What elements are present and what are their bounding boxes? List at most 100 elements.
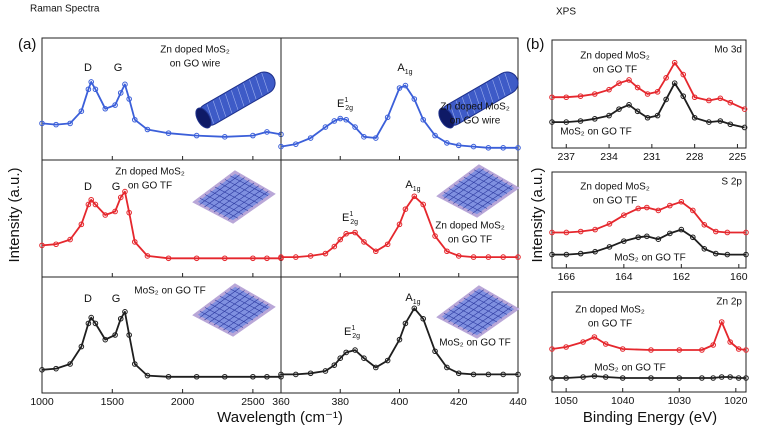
tube-lattice — [486, 83, 494, 103]
peak-base: E — [342, 212, 349, 224]
data-point — [580, 339, 586, 345]
x-tick-label: 1500 — [101, 396, 125, 408]
data-point — [432, 348, 438, 355]
data-point — [343, 230, 349, 237]
data-point — [337, 236, 344, 243]
peak-sub: 2g — [352, 333, 360, 340]
film-grid — [457, 176, 499, 207]
film-grid — [213, 295, 255, 326]
data-point — [92, 86, 99, 93]
data-point — [549, 251, 555, 258]
data-point — [691, 114, 698, 121]
data-point — [331, 362, 338, 368]
data-point — [563, 251, 570, 258]
sample-label: on GO TF — [128, 181, 172, 192]
data-point — [680, 71, 687, 78]
data-point — [444, 248, 450, 255]
x-tick-label: 164 — [615, 271, 633, 283]
peak-base: E — [337, 98, 344, 110]
peak-label: G — [114, 62, 123, 74]
y-axis-label: Intensity (a.u.) — [529, 167, 546, 262]
film-grid — [224, 179, 264, 200]
film-grid — [468, 173, 508, 194]
data-point — [667, 230, 673, 237]
tube-lattice — [218, 97, 227, 117]
x-tick-label: 360 — [272, 396, 290, 408]
data-point — [606, 112, 612, 119]
data-point — [602, 341, 609, 347]
data-point — [676, 347, 683, 353]
film-grid — [467, 303, 508, 333]
data-point — [193, 132, 200, 139]
data-point — [126, 96, 132, 102]
data-point — [455, 142, 462, 149]
data-point — [626, 102, 632, 108]
data-point — [706, 97, 712, 104]
x-tick-label: 1020 — [724, 395, 748, 407]
film-grid — [218, 298, 259, 328]
film-grid — [219, 295, 259, 317]
sample-label: Zn doped MoS₂ — [160, 45, 230, 56]
x-axis-label: Wavelength (cm⁻¹) — [217, 409, 343, 426]
data-point — [644, 233, 650, 240]
sample-label: Zn doped MoS₂ — [435, 221, 505, 232]
tube-lattice — [243, 83, 251, 103]
data-point — [264, 129, 270, 135]
sample-label: on GO TF — [588, 319, 632, 330]
spectrum-line — [41, 81, 282, 138]
x-tick-label: 420 — [450, 396, 468, 408]
data-point — [67, 361, 73, 367]
data-point — [373, 135, 379, 141]
data-point — [549, 375, 555, 381]
data-point — [307, 253, 314, 259]
data-point — [165, 130, 172, 136]
data-point — [663, 96, 669, 103]
data-point — [384, 241, 391, 248]
data-point — [717, 118, 724, 124]
x-tick-label: 400 — [391, 396, 409, 408]
peak-sup: 1 — [349, 211, 353, 218]
data-point — [648, 347, 654, 353]
data-point — [221, 373, 228, 380]
data-point — [580, 374, 586, 380]
data-point — [78, 108, 85, 114]
data-point — [112, 332, 118, 338]
data-point — [591, 91, 598, 97]
data-point — [193, 373, 200, 380]
panel-title: XPS — [556, 7, 576, 18]
film-grid — [229, 288, 269, 310]
film-grid — [453, 184, 493, 206]
data-point — [411, 96, 418, 102]
data-point — [563, 344, 569, 350]
data-point — [432, 233, 438, 239]
film-grid — [453, 295, 494, 325]
data-point — [122, 81, 128, 88]
data-point — [67, 120, 73, 127]
spectrum-line — [280, 84, 518, 149]
data-point — [53, 365, 59, 372]
tube-lattice — [231, 90, 239, 110]
film-grid — [453, 174, 494, 204]
data-point — [112, 208, 118, 215]
tube-lattice — [261, 72, 269, 93]
data-point — [616, 80, 622, 86]
data-point — [53, 121, 59, 128]
data-point — [85, 320, 92, 327]
data-point — [144, 126, 151, 133]
data-point — [88, 79, 95, 85]
data-point — [634, 84, 641, 91]
film-grid — [472, 185, 513, 214]
x-tick-label: 162 — [673, 271, 691, 283]
film-grid — [473, 290, 513, 312]
data-point — [444, 140, 450, 146]
data-point — [402, 206, 409, 212]
x-tick-label: 166 — [558, 271, 576, 283]
data-point — [606, 244, 613, 250]
x-tick-label: 225 — [729, 151, 747, 163]
data-point — [577, 93, 584, 99]
data-point — [117, 315, 124, 322]
data-point — [361, 355, 367, 362]
sample-label: on GO TF — [593, 196, 637, 207]
data-point — [352, 229, 358, 236]
tube-lattice — [461, 97, 470, 117]
